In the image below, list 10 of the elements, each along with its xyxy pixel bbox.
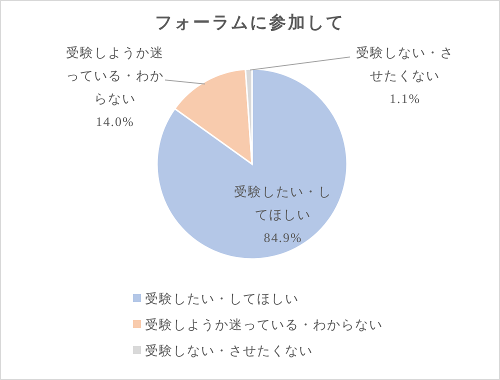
legend-label: 受験しない・させたくない	[145, 343, 313, 358]
data-label: 14.0%	[94, 113, 136, 131]
slice-label: 受験しようか迷っている・わからない	[65, 44, 165, 108]
slice-label: 受験しない・させたくない	[355, 44, 455, 85]
data-label: 1.1%	[388, 90, 422, 108]
chart-title: フォーラムに参加して	[155, 13, 345, 32]
data-label: 84.9%	[262, 229, 304, 247]
legend-label: 受験したい・してほしい	[145, 291, 299, 306]
legend-label: 受験しようか迷っている・わからない	[145, 317, 383, 332]
slice-label: 受験したい・してほしい	[233, 183, 333, 224]
